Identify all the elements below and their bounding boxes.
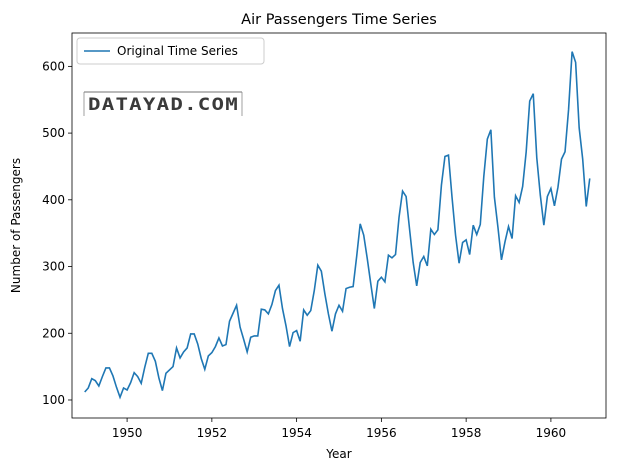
x-axis-title: Year [325, 447, 351, 461]
chart-title: Air Passengers Time Series [241, 12, 437, 28]
plot-area [71, 32, 607, 419]
y-tick-label: 300 [42, 260, 65, 274]
x-tick-label: 1960 [536, 426, 567, 440]
y-axis-title: Number of Passengers [9, 158, 23, 293]
y-tick-label: 200 [42, 326, 65, 340]
legend: Original Time Series [76, 37, 265, 65]
x-tick-label: 1954 [281, 426, 312, 440]
x-axis: 1950 1952 1954 1956 1958 1960 [112, 418, 566, 440]
series-layer [84, 51, 591, 400]
x-tick-label: 1952 [197, 426, 228, 440]
x-tick-label: 1956 [366, 426, 397, 440]
x-tick-label: 1958 [451, 426, 482, 440]
y-tick-label: 100 [42, 393, 65, 407]
y-tick-label: 400 [42, 193, 65, 207]
x-tick-label: 1950 [112, 426, 143, 440]
watermark-logo: DATAYAD.COM [83, 91, 243, 116]
legend-box [76, 37, 265, 65]
y-tick-label: 600 [42, 59, 65, 73]
legend-entry-original-time-series: Original Time Series [117, 44, 238, 58]
y-tick-label: 500 [42, 126, 65, 140]
y-axis: 100 200 300 400 500 600 [42, 59, 72, 407]
watermark-text: DATAYAD.COM [88, 95, 239, 115]
plot-frame [71, 32, 607, 419]
series-line-original-time-series [84, 51, 591, 400]
